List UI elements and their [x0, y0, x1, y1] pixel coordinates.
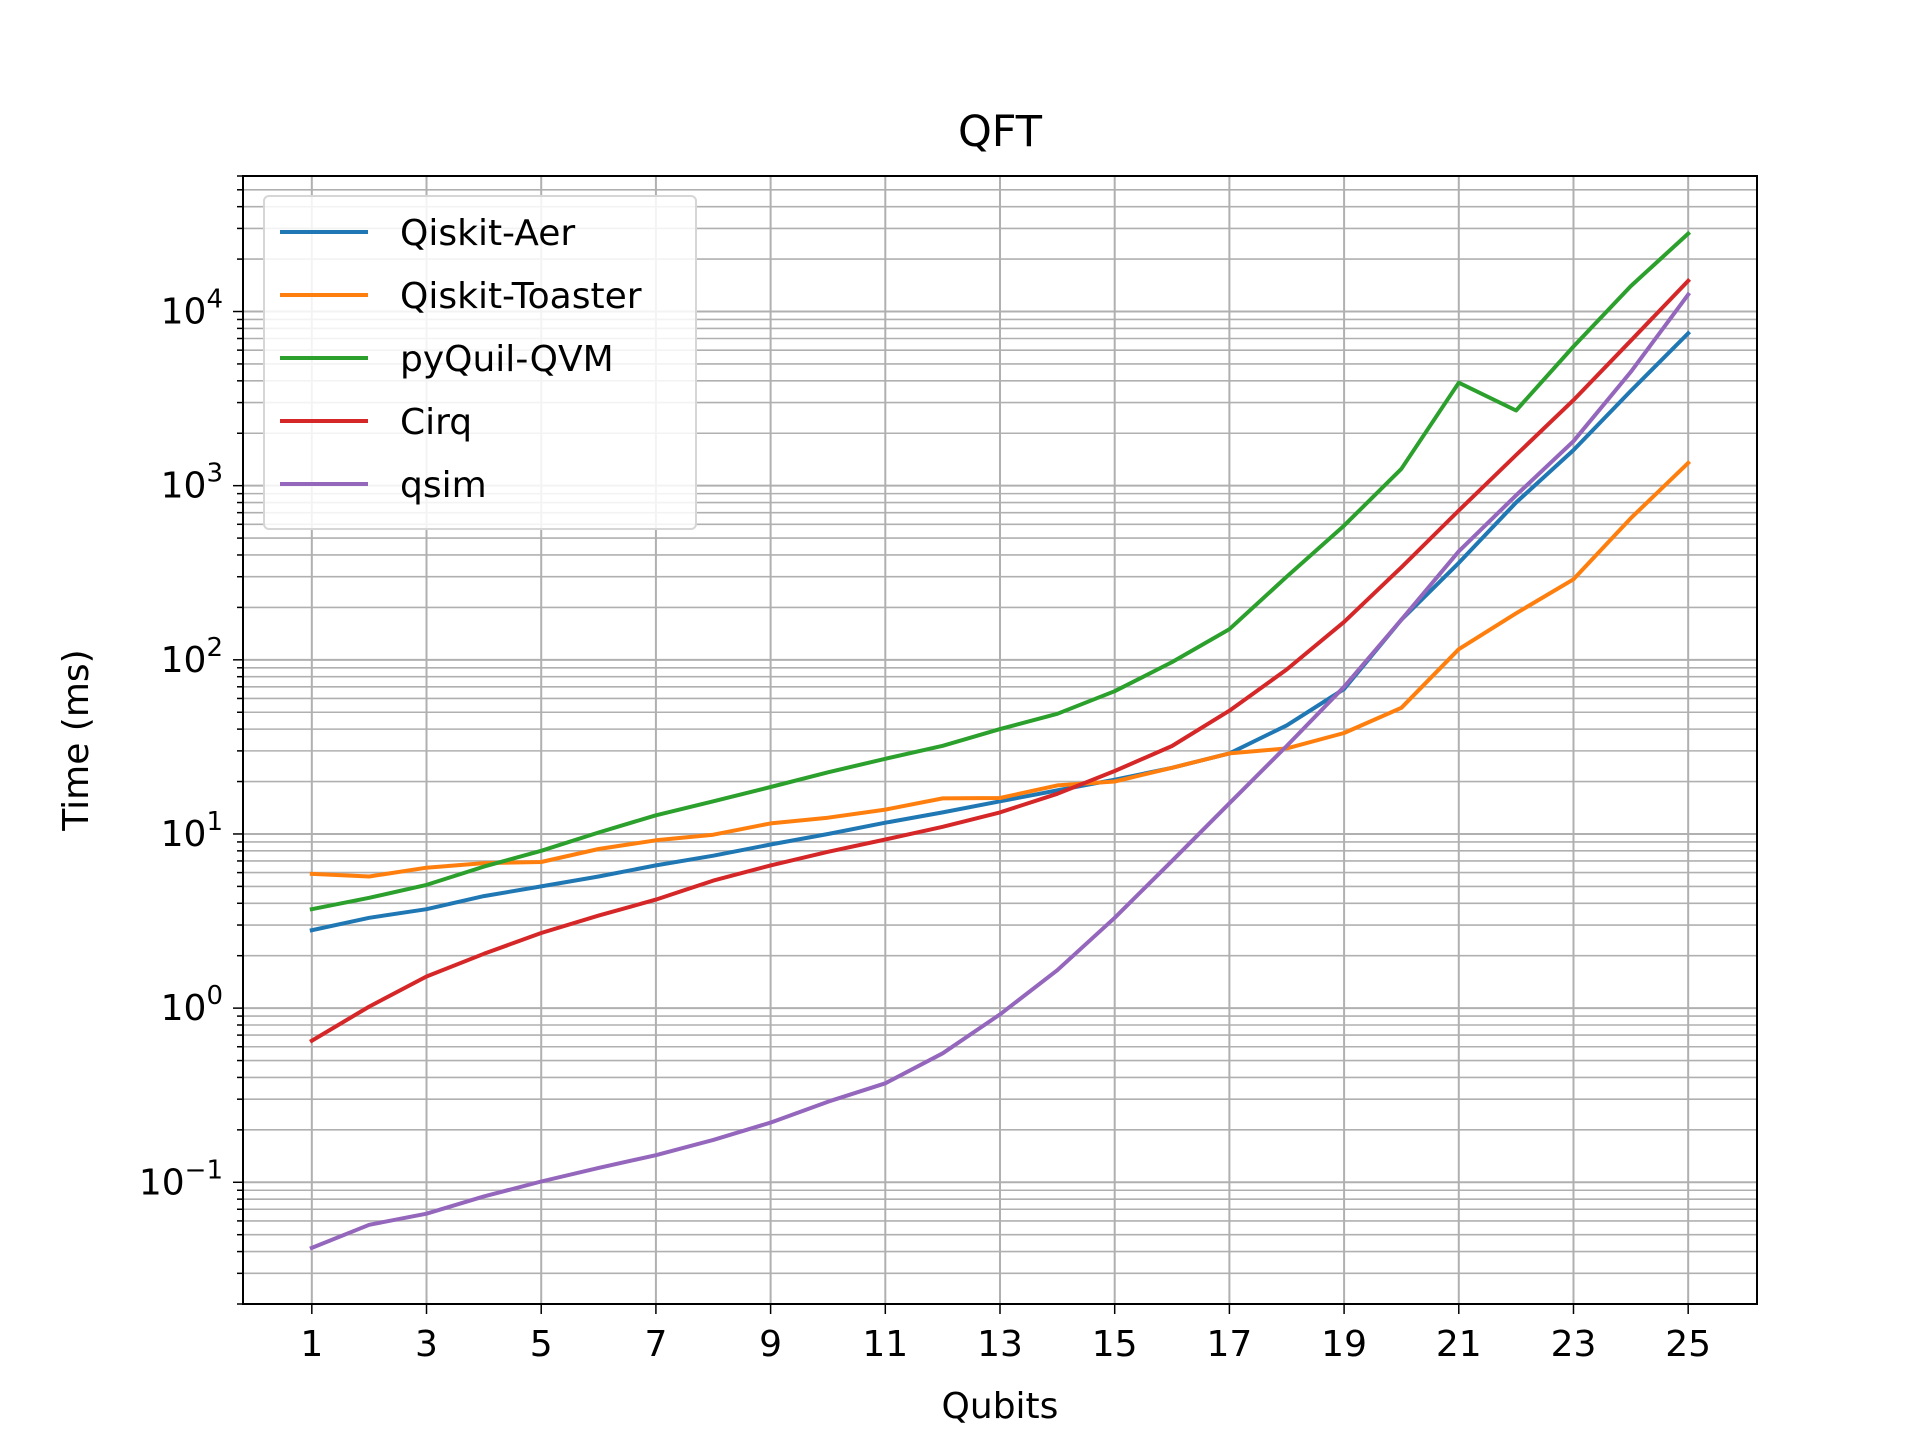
legend-label: pyQuil-QVM — [400, 339, 614, 380]
x-tick-label: 23 — [1551, 1324, 1597, 1365]
y-tick-label: 102 — [161, 633, 223, 681]
series-line-qsim — [309, 291, 1691, 1251]
y-tick-label: 100 — [161, 981, 223, 1029]
legend-label: qsim — [400, 465, 487, 506]
grid — [243, 175, 1757, 1305]
x-axis-label: Qubits — [942, 1386, 1059, 1427]
x-tick-label: 3 — [415, 1324, 438, 1365]
x-tick-label: 15 — [1092, 1324, 1138, 1365]
y-tick-label: 10−1 — [139, 1155, 223, 1203]
legend: Qiskit-Aer Qiskit-Toaster pyQuil-QVM Cirq qs… — [263, 195, 697, 530]
legend-box — [263, 195, 697, 530]
legend-label: Qiskit-Aer — [400, 213, 575, 254]
chart-title: QFT — [958, 107, 1043, 157]
series-line-qiskit-toaster — [309, 460, 1692, 879]
y-tick-label: 101 — [161, 807, 223, 855]
x-tick-label: 13 — [977, 1324, 1023, 1365]
series-line-cirq — [309, 277, 1692, 1044]
x-tick-label: 1 — [300, 1324, 323, 1365]
series-line-qiskit-aer — [309, 330, 1692, 933]
x-tick-label: 17 — [1206, 1324, 1252, 1365]
x-tick-label: 5 — [530, 1324, 553, 1365]
series-lines — [309, 230, 1692, 1251]
series-line-pyquil-qvm — [309, 230, 1692, 912]
y-axis-label: Time (ms) — [56, 649, 97, 831]
x-tick-label: 19 — [1321, 1324, 1367, 1365]
y-tick-label: 103 — [161, 459, 223, 507]
legend-label: Cirq — [400, 402, 472, 443]
x-tick-label: 21 — [1436, 1324, 1482, 1365]
legend-label: Qiskit-Toaster — [400, 276, 642, 317]
x-tick-label: 7 — [644, 1324, 667, 1365]
x-tick-label: 11 — [862, 1324, 908, 1365]
x-tick-label: 9 — [759, 1324, 782, 1365]
x-tick-label: 25 — [1665, 1324, 1711, 1365]
y-tick-label: 104 — [161, 285, 223, 333]
